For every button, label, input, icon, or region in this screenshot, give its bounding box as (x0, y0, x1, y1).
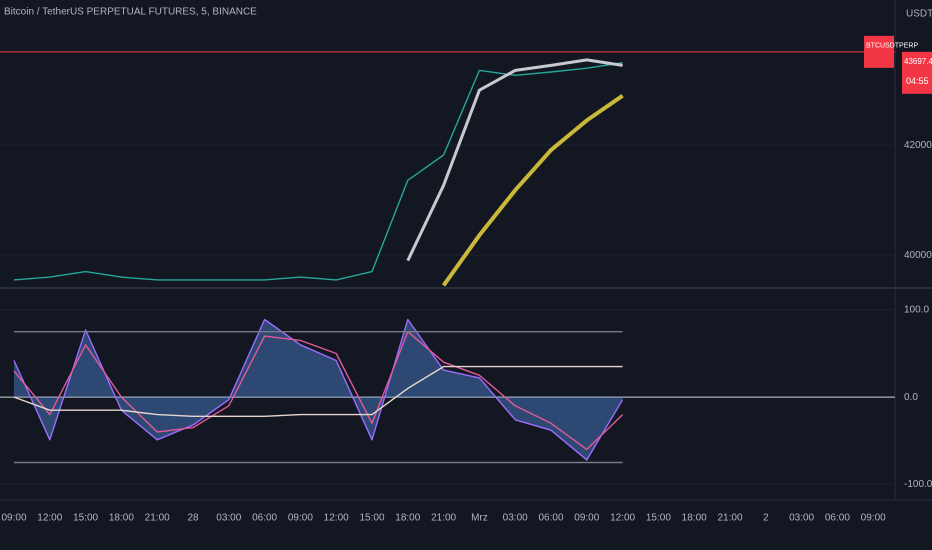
chart-title: Bitcoin / TetherUS PERPETUAL FUTURES, 5,… (4, 7, 257, 18)
x-tick-label: 06:00 (252, 513, 277, 524)
oscillator-area (14, 319, 623, 460)
x-tick-label: 09:00 (861, 513, 886, 524)
countdown: 04:55 (906, 76, 929, 86)
y-tick-label: 40000.0 (904, 250, 932, 261)
x-tick-label: Mrz (471, 513, 488, 524)
price-axis-box (902, 51, 932, 94)
x-tick-label: 21:00 (145, 513, 170, 524)
x-tick-label: 03:00 (216, 513, 241, 524)
x-tick-label: 15:00 (73, 513, 98, 524)
y-tick-label: 42000.0 (904, 140, 932, 151)
symbol-label: BTCUSDTPERP (866, 43, 918, 50)
y-tick-label: -100.0 (904, 479, 932, 490)
series-line (13, 365, 623, 417)
x-tick-label: 12:00 (37, 513, 62, 524)
x-tick-label: 18:00 (682, 513, 707, 524)
x-tick-label: 18:00 (395, 513, 420, 524)
x-tick-label: 09:00 (1, 513, 26, 524)
x-tick-label: 03:00 (503, 513, 528, 524)
x-tick-label: 21:00 (431, 513, 456, 524)
x-tick-label: 18:00 (109, 513, 134, 524)
x-tick-label: 03:00 (789, 513, 814, 524)
y-tick-label: 0.0 (904, 392, 918, 403)
series-line (441, 94, 624, 287)
x-tick-label: 09:00 (288, 513, 313, 524)
x-tick-label: 12:00 (324, 513, 349, 524)
series-line (13, 318, 624, 461)
y-tick-label: 100.0 (904, 305, 929, 316)
x-tick-label: 15:00 (646, 513, 671, 524)
x-tick-label: 15:00 (359, 513, 384, 524)
x-tick-label: 21:00 (717, 513, 742, 524)
series-line (13, 331, 624, 451)
x-tick-label: 06:00 (538, 513, 563, 524)
series-line (406, 58, 623, 262)
series-line (13, 62, 623, 281)
x-tick-label: 28 (187, 513, 199, 524)
x-tick-label: 06:00 (825, 513, 850, 524)
x-tick-label: 09:00 (574, 513, 599, 524)
x-tick-label: 12:00 (610, 513, 635, 524)
price-label: 43697.4 (904, 57, 932, 66)
axis-unit: USDT (906, 9, 932, 20)
price-box (864, 35, 894, 68)
x-tick-label: 2 (763, 513, 769, 524)
